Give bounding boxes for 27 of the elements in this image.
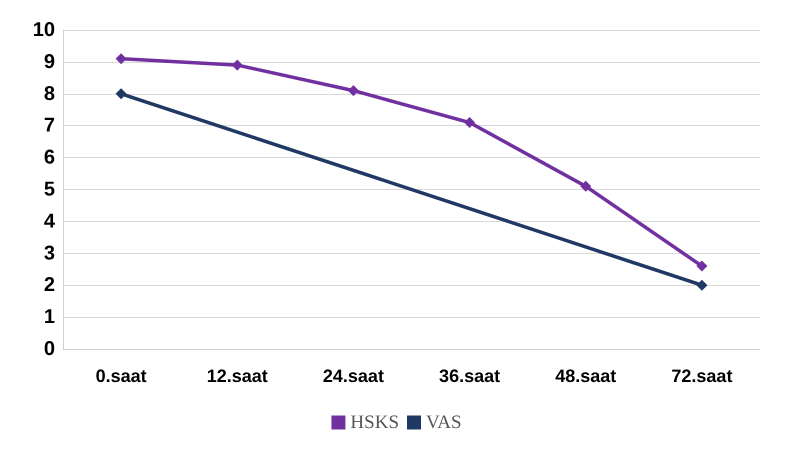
x-tick-label: 24.saat bbox=[322, 366, 384, 386]
y-tick-label: 4 bbox=[44, 210, 56, 232]
y-tick-label: 3 bbox=[44, 242, 55, 264]
x-tick-label: 72.saat bbox=[671, 366, 732, 386]
point bbox=[348, 85, 359, 96]
legend-label: HSKS bbox=[350, 412, 400, 433]
point bbox=[696, 260, 708, 272]
point bbox=[696, 280, 708, 291]
y-tick-label: 0 bbox=[44, 338, 55, 360]
point bbox=[464, 117, 476, 128]
point bbox=[116, 53, 127, 64]
point bbox=[580, 180, 592, 192]
point bbox=[232, 60, 243, 71]
legend-label: VAS bbox=[426, 412, 462, 433]
x-tick-label: 48.saat bbox=[555, 366, 616, 386]
y-tick-label: 7 bbox=[44, 114, 55, 137]
y-tick-label: 5 bbox=[44, 178, 55, 200]
y-tick-label: 9 bbox=[44, 50, 55, 73]
y-tick-label: 6 bbox=[44, 146, 55, 169]
x-tick-label: 12.saat bbox=[206, 366, 268, 386]
y-tick-label: 2 bbox=[44, 274, 55, 296]
y-tick-label: 1 bbox=[44, 306, 55, 328]
x-tick-label: 36.saat bbox=[439, 366, 500, 386]
y-tick-label: 10 bbox=[32, 19, 55, 41]
x-tick-label: 0.saat bbox=[96, 366, 147, 386]
point bbox=[116, 88, 127, 100]
y-tick-label: 8 bbox=[44, 82, 55, 105]
